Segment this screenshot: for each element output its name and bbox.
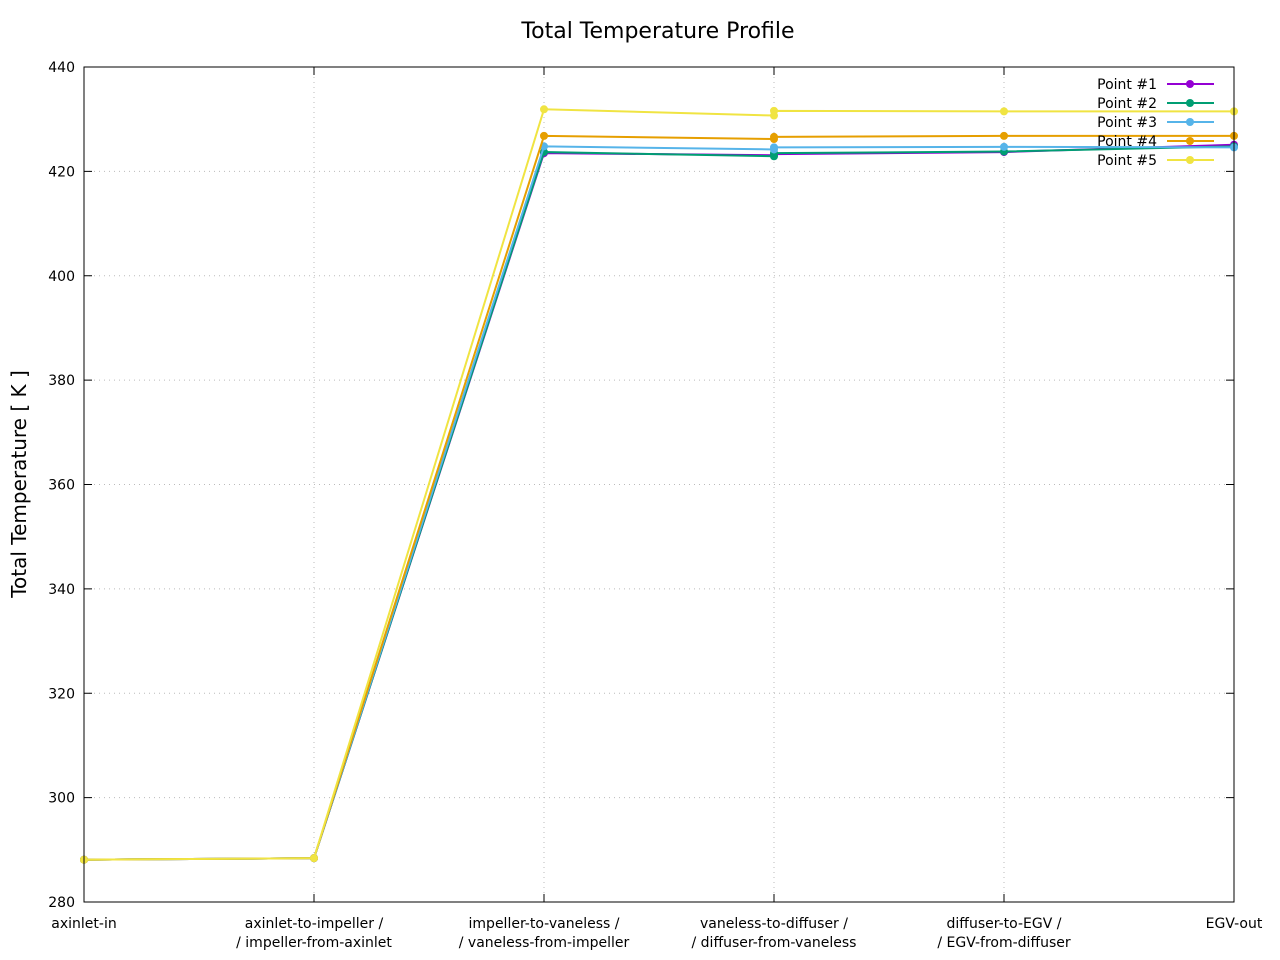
y-tick-label: 440	[48, 60, 75, 76]
data-point	[770, 106, 778, 115]
grid	[84, 67, 1234, 902]
data-point	[770, 143, 778, 152]
data-point	[1000, 107, 1008, 116]
series-line	[83, 143, 1235, 861]
legend-marker	[1186, 118, 1194, 126]
plot-border	[83, 66, 1235, 903]
y-tick-label: 360	[48, 478, 75, 494]
legend-label: Point #5	[1097, 153, 1157, 169]
x-tick-label: axinlet-to-impeller /	[245, 916, 384, 932]
x-tick-label: EGV-out	[1206, 916, 1263, 932]
y-tick-label: 300	[48, 791, 75, 807]
data-point	[540, 105, 548, 114]
y-tick-label: 320	[48, 686, 75, 702]
x-tick-label: impeller-to-vaneless /	[469, 916, 620, 932]
data-point	[1000, 142, 1008, 151]
legend-label: Point #2	[1097, 96, 1157, 112]
y-axis-label: Total Temperature [ K ]	[7, 370, 31, 599]
data-point	[540, 131, 548, 140]
legend-marker	[1186, 99, 1194, 107]
x-tick-label: diffuser-to-EGV /	[947, 916, 1062, 932]
legend-marker	[1186, 80, 1194, 88]
series-line	[83, 145, 1235, 861]
x-tick-label: / EGV-from-diffuser	[937, 935, 1071, 951]
legend-label: Point #4	[1097, 134, 1157, 150]
x-tick-label: vaneless-to-diffuser /	[700, 916, 848, 932]
x-tick-label: axinlet-in	[51, 916, 116, 932]
y-tick-label: 420	[48, 164, 75, 180]
series-line	[83, 134, 1234, 861]
y-tick-label: 280	[48, 895, 75, 911]
x-tick-label: / impeller-from-axinlet	[236, 935, 392, 951]
chart-title: Total Temperature Profile	[520, 19, 794, 44]
legend-marker	[1186, 156, 1194, 164]
y-tick-label: 400	[48, 269, 75, 285]
series-group	[80, 105, 1238, 864]
data-point	[1000, 131, 1008, 140]
series-line	[83, 145, 1235, 861]
legend-label: Point #1	[1097, 77, 1157, 93]
legend-label: Point #3	[1097, 115, 1157, 131]
y-tick-label: 340	[48, 582, 75, 598]
data-point	[310, 854, 318, 863]
legend-marker	[1186, 137, 1194, 145]
legend: Point #1 Point #2 Point #3 Point #4 Point #5	[1097, 77, 1214, 169]
y-tick-label: 380	[48, 373, 75, 389]
ticks: 280 300 320 340 360 380 400 420 440 axinlet-in axi…	[48, 60, 1263, 951]
x-tick-label: / diffuser-from-vaneless	[692, 935, 857, 951]
x-tick-label: / vaneless-from-impeller	[459, 935, 630, 951]
data-point	[770, 132, 778, 141]
